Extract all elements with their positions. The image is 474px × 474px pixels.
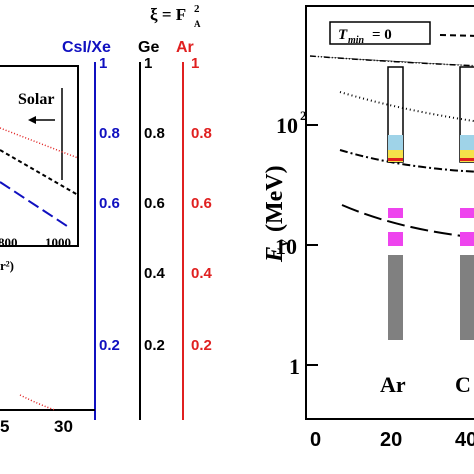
y-sub: ν	[277, 239, 292, 246]
inset-axis: r²)	[0, 258, 14, 273]
ar-tick: 1	[191, 55, 199, 72]
inset-tick: 1000	[45, 235, 71, 250]
box-eq: = 0	[372, 27, 392, 43]
x-tick-label: 40	[455, 429, 474, 451]
ge-tick: 0.6	[144, 195, 165, 212]
ar-tick: 0.8	[191, 125, 212, 142]
csi-title: CsI/Xe	[62, 39, 111, 56]
target-label: Ar	[380, 372, 406, 397]
header-sub: A	[194, 19, 201, 29]
x-tick-label: 5	[0, 417, 9, 436]
box-label: T	[338, 27, 348, 43]
csi-tick: 0.6	[99, 195, 120, 212]
ar-title: Ar	[176, 39, 194, 56]
ar-tick: 0.2	[191, 337, 212, 354]
ar-tick: 0.6	[191, 195, 212, 212]
target-ar	[387, 66, 404, 340]
header: ξ = F	[150, 5, 186, 24]
inset-label: Solar	[18, 91, 54, 108]
ge-tick: 0.8	[144, 125, 165, 142]
y-tick-sup: 2	[300, 108, 307, 123]
x-tick-label: 20	[380, 429, 402, 451]
box-sub: min	[348, 35, 365, 46]
left-panel: ξ = F 2 A CsI/Xe Ge Ar 1 0.8 0.6 0.2 1 0.8 0.6…	[0, 3, 213, 436]
y-tick-label: 10	[276, 113, 298, 138]
target-c	[459, 66, 474, 340]
header-sup: 2	[194, 3, 200, 15]
y-tick-label: 1	[289, 354, 300, 379]
y-tick-label: 10	[275, 234, 297, 259]
right-panel: T min = 0 Ar C E ν (MeV) 10 2 10 1 0 20 …	[262, 5, 474, 451]
ge-tick: 1	[144, 55, 152, 72]
target-label: C	[455, 372, 471, 397]
ge-tick: 0.4	[144, 265, 166, 282]
ar-tick: 0.4	[191, 265, 213, 282]
x-tick-label: 30	[54, 417, 73, 436]
csi-tick: 1	[99, 55, 107, 72]
ge-title: Ge	[138, 39, 159, 56]
ge-tick: 0.2	[144, 337, 165, 354]
y-unit: (MeV)	[262, 165, 288, 232]
csi-tick: 0.8	[99, 125, 120, 142]
y-label: E	[262, 246, 288, 263]
csi-tick: 0.2	[99, 337, 120, 354]
inset-tick: 800	[0, 235, 18, 250]
x-tick-label: 0	[310, 429, 321, 451]
